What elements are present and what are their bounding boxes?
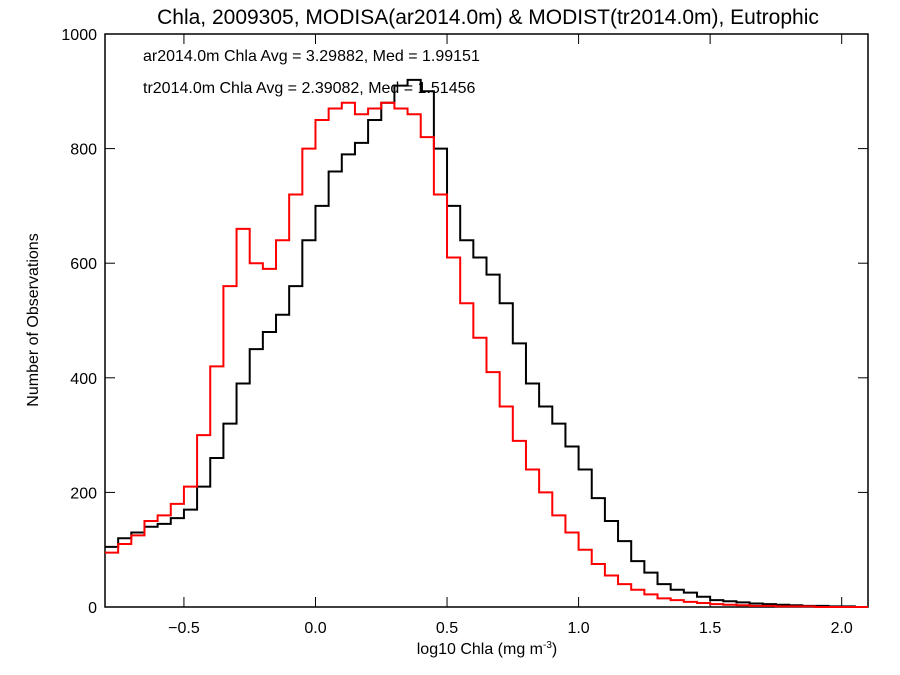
y-tick-label: 800 [70,142,97,159]
legend-tr2014: tr2014.0m Chla Avg = 2.39082, Med = 1.51… [143,80,475,97]
x-tick-label: 0.0 [304,620,326,637]
x-axis-label-end: ) [552,641,557,658]
x-axis-label-sup: -3 [543,640,552,651]
chart-title: Chla, 2009305, MODISA(ar2014.0m) & MODIS… [157,6,819,29]
y-tick-label: 600 [70,256,97,273]
y-tick-label: 400 [70,371,97,388]
series-tr2014-line [105,101,868,608]
x-axis-label-main: log10 Chla (mg m [417,641,543,658]
x-tick-label: 0.5 [436,620,458,637]
y-axis-label: Number of Observations [25,233,42,406]
series-ar2014-line [105,78,868,608]
x-axis-label: log10 Chla (mg m-3) [417,640,558,658]
plot-frame [104,33,869,608]
y-tick-label: 1000 [61,27,97,44]
legend-ar2014: ar2014.0m Chla Avg = 3.29882, Med = 1.99… [143,48,480,65]
axis-ticks: −0.5 0.0 0.5 1.0 1.5 2.0 0 200 400 600 800 1000 [61,27,868,637]
x-tick-label: 2.0 [831,620,853,637]
x-tick-label: −0.5 [168,620,200,637]
x-tick-label: 1.0 [567,620,589,637]
series-layer [105,78,868,608]
y-tick-label: 200 [70,485,97,502]
x-tick-label: 1.5 [699,620,721,637]
y-tick-label: 0 [88,600,97,617]
